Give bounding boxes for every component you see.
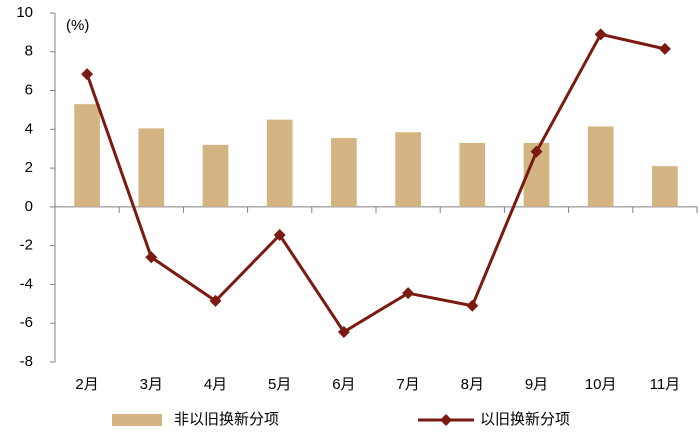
x-tick-label: 7月 (396, 376, 419, 393)
bar (202, 144, 229, 207)
point (145, 251, 158, 264)
line (85, 32, 666, 334)
y-tick-label: -6 (20, 314, 33, 331)
y-tick-label: 10 (16, 4, 33, 21)
y-tick-label: -4 (20, 275, 33, 292)
x-tick-label: 3月 (140, 376, 163, 393)
x-tick-label: 8月 (461, 376, 484, 393)
point (209, 294, 222, 307)
point (594, 28, 607, 41)
x-tick-label: 10月 (585, 376, 617, 393)
y-tick-label: 0 (25, 198, 33, 215)
point (530, 145, 543, 158)
point (402, 287, 415, 300)
y-tick-label: -2 (20, 237, 33, 254)
legend-swatch (112, 414, 162, 426)
bar (331, 138, 357, 207)
legend-label: 非以旧换新分项 (174, 411, 279, 428)
point (658, 42, 671, 55)
point (466, 299, 479, 312)
x-tick-label: 9月 (525, 376, 548, 393)
x-tick-label: 2月 (75, 376, 98, 393)
bar (74, 104, 100, 207)
point (273, 229, 286, 242)
x-tick-label: 4月 (204, 376, 227, 393)
x-tick-label: 5月 (268, 376, 291, 393)
legend-marker (440, 414, 452, 426)
bar (652, 166, 678, 207)
y-tick-label: -8 (20, 353, 33, 370)
x-tick-label: 6月 (332, 376, 355, 393)
bar (266, 119, 293, 207)
y-tick-label: 8 (25, 43, 33, 60)
bar (459, 142, 486, 207)
x-tick-label: 11月 (650, 376, 681, 393)
bar (138, 128, 165, 207)
point (81, 68, 94, 81)
bar (587, 126, 614, 207)
y-axis-label: (%) (66, 17, 89, 34)
bar (395, 132, 421, 207)
y-tick-label: 4 (25, 120, 33, 137)
y-tick-label: 2 (25, 159, 33, 176)
point (337, 325, 350, 338)
legend-label: 以旧换新分项 (480, 411, 570, 428)
y-tick-label: 6 (25, 82, 33, 99)
